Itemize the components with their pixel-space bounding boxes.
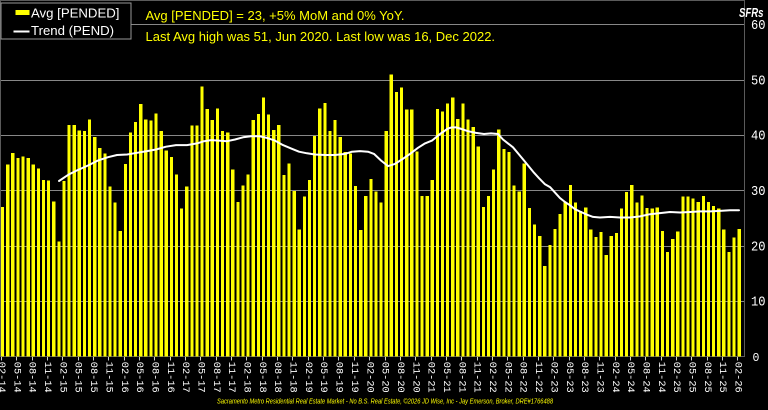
svg-text:08-25: 08-25 bbox=[701, 362, 713, 393]
svg-text:11-15: 11-15 bbox=[102, 362, 114, 393]
svg-text:05-16: 05-16 bbox=[133, 362, 145, 393]
svg-text:08-15: 08-15 bbox=[87, 362, 99, 393]
svg-text:05-20: 05-20 bbox=[379, 362, 391, 393]
svg-text:05-25: 05-25 bbox=[686, 362, 698, 393]
svg-text:05-21: 05-21 bbox=[440, 362, 452, 393]
svg-text:50: 50 bbox=[751, 74, 766, 89]
svg-text:08-23: 08-23 bbox=[578, 362, 590, 393]
svg-text:02-17: 02-17 bbox=[179, 362, 191, 393]
svg-text:SFRs: SFRs bbox=[739, 5, 764, 20]
svg-text:08-20: 08-20 bbox=[394, 362, 406, 393]
svg-text:60: 60 bbox=[751, 19, 766, 34]
svg-text:05-14: 05-14 bbox=[10, 362, 22, 393]
svg-text:11-16: 11-16 bbox=[164, 362, 176, 393]
svg-text:02-15: 02-15 bbox=[56, 362, 68, 393]
svg-text:05-19: 05-19 bbox=[317, 362, 329, 393]
svg-text:20: 20 bbox=[751, 240, 766, 255]
svg-text:02-25: 02-25 bbox=[670, 362, 682, 393]
svg-text:08-22: 08-22 bbox=[517, 362, 529, 393]
svg-text:02-23: 02-23 bbox=[547, 362, 559, 393]
svg-text:11-21: 11-21 bbox=[471, 362, 483, 393]
svg-text:02-18: 02-18 bbox=[241, 362, 253, 393]
svg-text:Trend (PEND): Trend (PEND) bbox=[31, 23, 114, 38]
svg-text:11-23: 11-23 bbox=[594, 362, 606, 393]
svg-text:11-17: 11-17 bbox=[225, 362, 237, 393]
svg-text:30: 30 bbox=[751, 185, 766, 200]
svg-text:05-23: 05-23 bbox=[563, 362, 575, 393]
svg-text:02-26: 02-26 bbox=[732, 362, 744, 393]
svg-text:Sacramento Metro Residential R: Sacramento Metro Residential Real Estate… bbox=[217, 398, 553, 406]
svg-text:02-22: 02-22 bbox=[486, 362, 498, 393]
svg-text:10: 10 bbox=[751, 296, 766, 311]
svg-text:02-19: 02-19 bbox=[302, 362, 314, 393]
svg-text:08-18: 08-18 bbox=[271, 362, 283, 393]
svg-text:05-17: 05-17 bbox=[195, 362, 207, 393]
svg-text:08-16: 08-16 bbox=[149, 362, 161, 393]
svg-text:08-19: 08-19 bbox=[333, 362, 345, 393]
svg-text:05-22: 05-22 bbox=[501, 362, 513, 393]
svg-text:Avg [PENDED] = 23, +5% MoM and: Avg [PENDED] = 23, +5% MoM and 0% YoY. bbox=[146, 8, 405, 23]
svg-text:40: 40 bbox=[751, 130, 766, 145]
svg-text:08-17: 08-17 bbox=[210, 362, 222, 393]
svg-text:11-20: 11-20 bbox=[409, 362, 421, 393]
svg-text:11-14: 11-14 bbox=[41, 362, 53, 393]
svg-text:05-18: 05-18 bbox=[256, 362, 268, 393]
svg-text:11-19: 11-19 bbox=[348, 362, 360, 393]
svg-text:11-22: 11-22 bbox=[532, 362, 544, 393]
svg-text:08-24: 08-24 bbox=[640, 362, 652, 393]
svg-text:02-20: 02-20 bbox=[363, 362, 375, 393]
svg-text:05-24: 05-24 bbox=[624, 362, 636, 393]
svg-text:08-14: 08-14 bbox=[26, 362, 38, 393]
svg-text:11-18: 11-18 bbox=[287, 362, 299, 393]
svg-text:02-21: 02-21 bbox=[425, 362, 437, 393]
svg-text:11-25: 11-25 bbox=[716, 362, 728, 393]
svg-text:0: 0 bbox=[753, 352, 760, 365]
svg-text:05-15: 05-15 bbox=[72, 362, 84, 393]
svg-text:11-24: 11-24 bbox=[655, 362, 667, 393]
svg-text:02-14: 02-14 bbox=[0, 362, 7, 393]
svg-text:Last Avg high was 51, Jun 2020: Last Avg high was 51, Jun 2020. Last low… bbox=[146, 29, 496, 44]
svg-text:02-24: 02-24 bbox=[609, 362, 621, 393]
svg-text:Avg [PENDED]: Avg [PENDED] bbox=[31, 5, 119, 20]
svg-text:08-21: 08-21 bbox=[455, 362, 467, 393]
svg-text:02-16: 02-16 bbox=[118, 362, 130, 393]
